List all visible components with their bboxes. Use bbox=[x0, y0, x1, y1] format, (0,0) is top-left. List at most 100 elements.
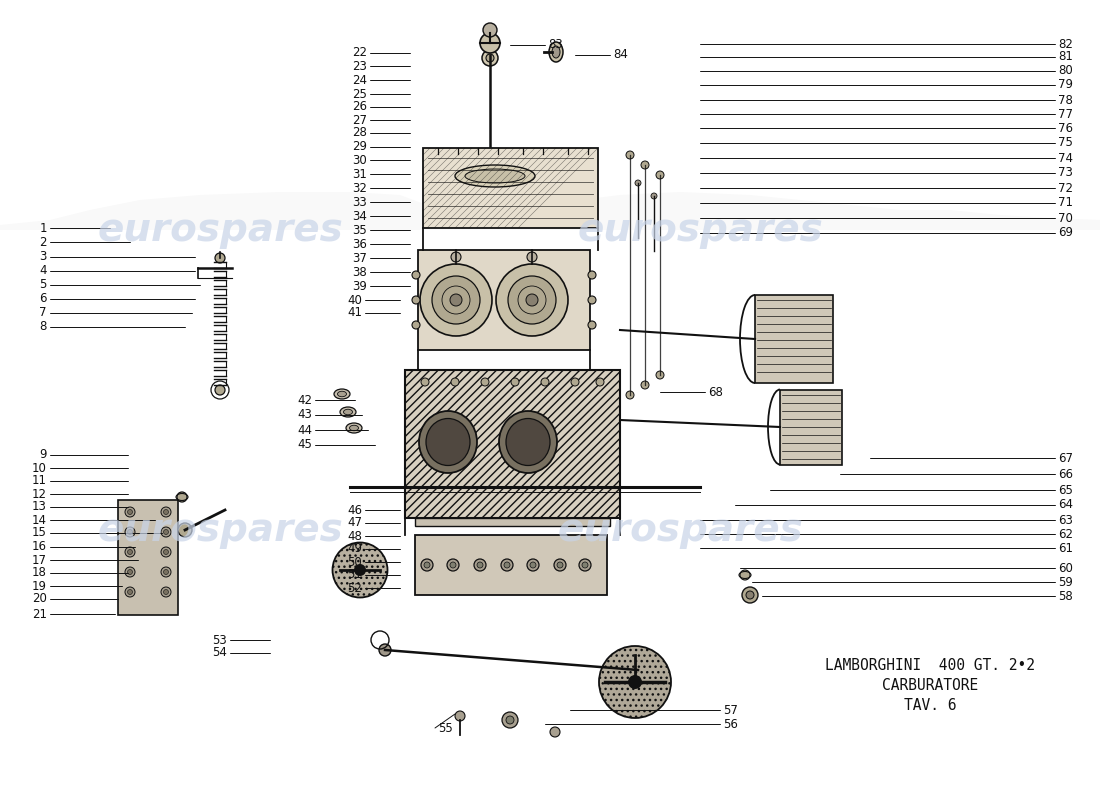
Text: 1: 1 bbox=[40, 222, 47, 234]
Circle shape bbox=[635, 180, 641, 186]
Circle shape bbox=[451, 252, 461, 262]
Text: 6: 6 bbox=[40, 293, 47, 306]
Circle shape bbox=[164, 510, 168, 514]
Circle shape bbox=[588, 321, 596, 329]
Text: 12: 12 bbox=[32, 487, 47, 501]
Circle shape bbox=[588, 296, 596, 304]
Text: 42: 42 bbox=[297, 394, 312, 406]
Ellipse shape bbox=[499, 411, 557, 473]
Text: 2: 2 bbox=[40, 235, 47, 249]
Circle shape bbox=[557, 562, 563, 568]
Text: 38: 38 bbox=[352, 266, 367, 278]
Text: 84: 84 bbox=[613, 49, 628, 62]
Text: 3: 3 bbox=[40, 250, 47, 263]
Circle shape bbox=[178, 523, 192, 537]
Text: 74: 74 bbox=[1058, 151, 1072, 165]
Text: 77: 77 bbox=[1058, 107, 1072, 121]
Circle shape bbox=[451, 378, 459, 386]
Text: 45: 45 bbox=[297, 438, 312, 451]
Circle shape bbox=[447, 559, 459, 571]
Text: 75: 75 bbox=[1058, 137, 1072, 150]
Circle shape bbox=[379, 644, 390, 656]
Circle shape bbox=[128, 510, 132, 514]
Circle shape bbox=[486, 54, 494, 62]
Circle shape bbox=[455, 711, 465, 721]
Circle shape bbox=[641, 161, 649, 169]
Text: eurospares: eurospares bbox=[97, 511, 343, 549]
Ellipse shape bbox=[334, 389, 350, 399]
Text: 41: 41 bbox=[346, 306, 362, 319]
Circle shape bbox=[656, 371, 664, 379]
Text: 13: 13 bbox=[32, 501, 47, 514]
Text: 33: 33 bbox=[352, 195, 367, 209]
Circle shape bbox=[125, 547, 135, 557]
Circle shape bbox=[481, 378, 490, 386]
Circle shape bbox=[656, 171, 664, 179]
Text: 57: 57 bbox=[723, 703, 738, 717]
Circle shape bbox=[161, 527, 170, 537]
Text: 58: 58 bbox=[1058, 590, 1072, 602]
Circle shape bbox=[550, 727, 560, 737]
Circle shape bbox=[450, 294, 462, 306]
Polygon shape bbox=[118, 500, 178, 615]
Text: 52: 52 bbox=[348, 582, 362, 594]
Circle shape bbox=[125, 507, 135, 517]
Text: 79: 79 bbox=[1058, 78, 1072, 91]
Circle shape bbox=[450, 562, 456, 568]
Circle shape bbox=[482, 50, 498, 66]
Circle shape bbox=[421, 378, 429, 386]
Text: 67: 67 bbox=[1058, 451, 1072, 465]
Circle shape bbox=[125, 587, 135, 597]
Circle shape bbox=[421, 559, 433, 571]
Polygon shape bbox=[755, 295, 833, 383]
Text: 65: 65 bbox=[1058, 483, 1072, 497]
Ellipse shape bbox=[346, 423, 362, 433]
Circle shape bbox=[412, 271, 420, 279]
Text: 43: 43 bbox=[297, 409, 312, 422]
Circle shape bbox=[526, 294, 538, 306]
Text: 48: 48 bbox=[348, 530, 362, 542]
Text: 62: 62 bbox=[1058, 527, 1072, 541]
Ellipse shape bbox=[506, 418, 550, 466]
Polygon shape bbox=[415, 535, 607, 595]
Circle shape bbox=[571, 378, 579, 386]
Circle shape bbox=[512, 378, 519, 386]
Text: 66: 66 bbox=[1058, 467, 1072, 481]
Circle shape bbox=[740, 570, 750, 580]
Ellipse shape bbox=[343, 410, 352, 414]
Text: CARBURATORE: CARBURATORE bbox=[882, 678, 978, 693]
Text: 28: 28 bbox=[352, 126, 367, 139]
Circle shape bbox=[579, 559, 591, 571]
Circle shape bbox=[500, 559, 513, 571]
Text: 26: 26 bbox=[352, 101, 367, 114]
Text: 64: 64 bbox=[1058, 498, 1072, 511]
Circle shape bbox=[626, 151, 634, 159]
Circle shape bbox=[161, 547, 170, 557]
Ellipse shape bbox=[426, 418, 470, 466]
Text: 71: 71 bbox=[1058, 197, 1072, 210]
Text: 11: 11 bbox=[32, 474, 47, 487]
Text: 24: 24 bbox=[352, 74, 367, 86]
Circle shape bbox=[628, 675, 642, 689]
Text: 9: 9 bbox=[40, 449, 47, 462]
Text: 68: 68 bbox=[708, 386, 723, 398]
Text: 53: 53 bbox=[212, 634, 227, 646]
Text: 72: 72 bbox=[1058, 182, 1072, 194]
Circle shape bbox=[125, 567, 135, 577]
Text: 40: 40 bbox=[348, 294, 362, 306]
Ellipse shape bbox=[419, 411, 477, 473]
Text: 17: 17 bbox=[32, 554, 47, 566]
Text: TAV. 6: TAV. 6 bbox=[904, 698, 956, 713]
Circle shape bbox=[161, 567, 170, 577]
Text: 22: 22 bbox=[352, 46, 367, 59]
Text: 10: 10 bbox=[32, 462, 47, 474]
Ellipse shape bbox=[340, 407, 356, 417]
Circle shape bbox=[214, 253, 225, 263]
Text: 60: 60 bbox=[1058, 562, 1072, 574]
Text: 4: 4 bbox=[40, 265, 47, 278]
Text: 21: 21 bbox=[32, 607, 47, 621]
Circle shape bbox=[125, 527, 135, 537]
Circle shape bbox=[641, 381, 649, 389]
Circle shape bbox=[746, 591, 754, 599]
Ellipse shape bbox=[350, 426, 359, 430]
